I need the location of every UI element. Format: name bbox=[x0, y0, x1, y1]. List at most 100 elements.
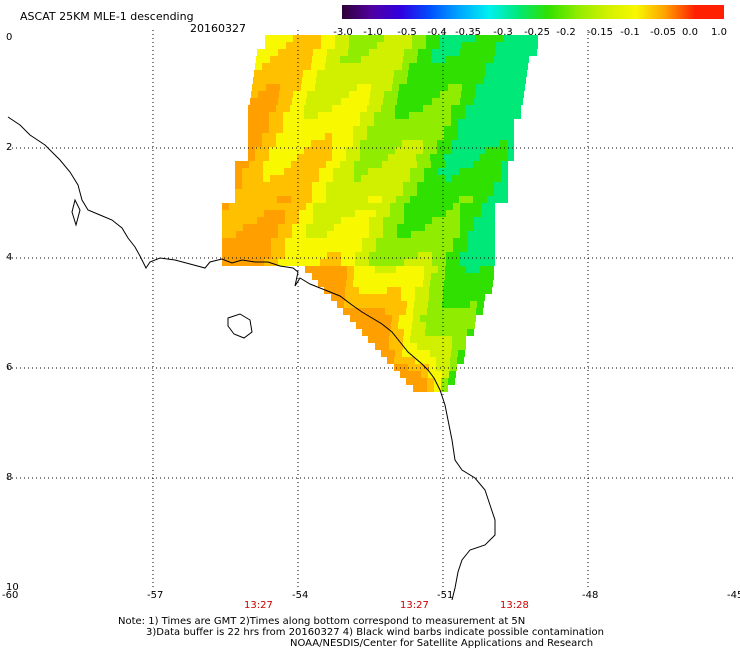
swath-cell bbox=[406, 315, 413, 322]
swath-cell bbox=[248, 147, 255, 154]
swath-cell bbox=[423, 105, 430, 112]
swath-cell bbox=[403, 336, 410, 343]
swath-cell bbox=[451, 133, 458, 140]
swath-cell bbox=[222, 245, 229, 252]
swath-cell bbox=[284, 168, 291, 175]
swath-cell bbox=[397, 203, 404, 210]
swath-cell bbox=[430, 154, 437, 161]
swath-cell bbox=[441, 84, 448, 91]
swath-cell bbox=[332, 105, 339, 112]
swath-cell bbox=[375, 196, 382, 203]
swath-cell bbox=[347, 161, 354, 168]
swath-cell bbox=[396, 168, 403, 175]
swath-cell bbox=[437, 147, 444, 154]
swath-cell bbox=[453, 224, 460, 231]
swath-cell bbox=[375, 343, 382, 350]
swath-cell bbox=[341, 210, 348, 217]
swath-cell bbox=[444, 63, 451, 70]
swath-cell bbox=[375, 266, 382, 273]
swath-cell bbox=[388, 133, 395, 140]
swath-cell bbox=[405, 35, 412, 42]
swath-cell bbox=[337, 301, 344, 308]
swath-cell bbox=[481, 259, 488, 266]
swath-cell bbox=[278, 210, 285, 217]
swath-cell bbox=[405, 91, 412, 98]
swath-cell bbox=[263, 182, 270, 189]
swath-cell bbox=[254, 70, 261, 77]
swath-cell bbox=[327, 203, 334, 210]
swath-cell bbox=[375, 175, 382, 182]
swath-cell bbox=[412, 35, 419, 42]
swath-cell bbox=[340, 189, 347, 196]
swath-cell bbox=[249, 168, 256, 175]
swath-cell bbox=[444, 126, 451, 133]
swath-cell bbox=[334, 98, 341, 105]
swath-cell bbox=[503, 42, 510, 49]
swath-cell bbox=[389, 56, 396, 63]
swath-cell bbox=[493, 154, 500, 161]
swath-cell bbox=[386, 301, 393, 308]
swath-cell bbox=[248, 126, 255, 133]
swath-cell bbox=[341, 49, 348, 56]
swath-cell bbox=[376, 245, 383, 252]
swath-cell bbox=[413, 385, 420, 392]
swath-cell bbox=[473, 196, 480, 203]
swath-cell bbox=[329, 84, 336, 91]
swath-cell bbox=[487, 196, 494, 203]
swath-cell bbox=[429, 357, 436, 364]
swath-cell bbox=[285, 259, 292, 266]
swath-cell bbox=[424, 175, 431, 182]
swath-cell bbox=[276, 126, 283, 133]
swath-cell bbox=[229, 231, 236, 238]
swath-cell bbox=[425, 245, 432, 252]
swath-cell bbox=[436, 70, 443, 77]
swath-cell bbox=[380, 70, 387, 77]
swath-cell bbox=[375, 161, 382, 168]
swath-cell bbox=[330, 77, 337, 84]
swath-cell bbox=[407, 301, 414, 308]
swath-cell bbox=[381, 133, 388, 140]
swath-cell bbox=[420, 385, 427, 392]
swath-cell bbox=[435, 301, 442, 308]
swath-cell bbox=[459, 168, 466, 175]
swath-cell bbox=[465, 126, 472, 133]
swath-cell bbox=[367, 154, 374, 161]
swath-cell bbox=[367, 105, 374, 112]
swath-cell bbox=[432, 210, 439, 217]
swath-cell bbox=[402, 112, 409, 119]
swath-cell bbox=[276, 105, 283, 112]
swath-cell bbox=[235, 175, 242, 182]
swath-cell bbox=[471, 287, 478, 294]
swath-cell bbox=[479, 63, 486, 70]
swath-cell bbox=[348, 231, 355, 238]
swath-cell bbox=[392, 315, 399, 322]
swath-cell bbox=[362, 210, 369, 217]
swath-cell bbox=[411, 245, 418, 252]
swath-cell bbox=[454, 322, 461, 329]
swath-cell bbox=[371, 84, 378, 91]
swath-cell bbox=[313, 224, 320, 231]
swath-cell bbox=[473, 189, 480, 196]
swath-cell bbox=[270, 175, 277, 182]
swath-cell bbox=[447, 91, 454, 98]
swath-cell bbox=[257, 98, 264, 105]
swath-cell bbox=[402, 350, 409, 357]
swath-cell bbox=[257, 252, 264, 259]
swath-cell bbox=[396, 336, 403, 343]
swath-cell bbox=[319, 182, 326, 189]
swath-cell bbox=[341, 231, 348, 238]
swath-cell bbox=[354, 273, 361, 280]
swath-cell bbox=[466, 196, 473, 203]
swath-cell bbox=[340, 196, 347, 203]
swath-cell bbox=[416, 154, 423, 161]
swath-cell bbox=[362, 203, 369, 210]
swath-cell bbox=[250, 231, 257, 238]
swath-cell bbox=[312, 266, 319, 273]
swath-cell bbox=[441, 308, 448, 315]
swath-cell bbox=[346, 154, 353, 161]
swath-cell bbox=[424, 168, 431, 175]
swath-cell bbox=[383, 259, 390, 266]
swath-cell bbox=[363, 91, 370, 98]
swath-cell bbox=[369, 203, 376, 210]
swath-cell bbox=[374, 147, 381, 154]
